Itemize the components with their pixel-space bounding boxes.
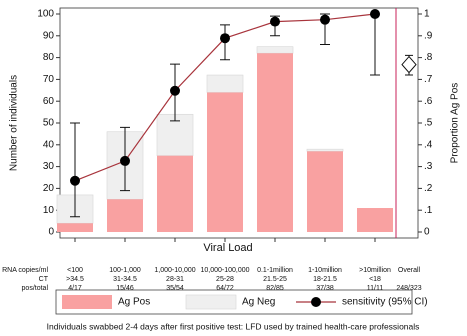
bar-ag-pos	[307, 151, 343, 232]
error-bar	[370, 13, 380, 76]
pos-total-label: 82/85	[266, 285, 284, 292]
bar-ag-neg	[306, 148, 344, 152]
y2-tick-label: .5	[424, 118, 433, 129]
y-tick-label: 40	[43, 139, 55, 150]
sensitivity-point	[120, 155, 130, 166]
ct-label: >34.5	[66, 276, 84, 283]
bar-ag-pos	[107, 199, 143, 232]
y-tick-label: 80	[43, 52, 55, 63]
y-tick-label: 30	[43, 161, 55, 172]
bar-ag-pos	[207, 92, 243, 232]
y2-tick-label: 1	[424, 9, 430, 20]
y-tick-label: 20	[43, 183, 55, 194]
y2-tick-label: .8	[424, 52, 433, 63]
sensitivity-point	[220, 33, 230, 44]
legend-label: sensitivity (95% CI)	[342, 297, 428, 308]
sensitivity-point	[320, 14, 330, 25]
legend-marker	[311, 297, 321, 307]
ct-label: <18	[369, 276, 381, 283]
sensitivity-point	[70, 175, 80, 186]
pos-total-label: 35/54	[166, 285, 184, 292]
overall-pos-total: 248/323	[396, 285, 421, 292]
y-tick-label: 60	[43, 96, 55, 107]
ct-label: 21.5-25	[263, 276, 287, 283]
row-label: RNA copies/ml	[2, 267, 48, 274]
x-axis-title: Viral Load	[203, 242, 252, 254]
bar-ag-pos	[157, 155, 193, 232]
y-tick-label: 90	[43, 30, 55, 41]
y-tick-label: 0	[48, 227, 54, 238]
overall-diamond	[401, 55, 417, 74]
y2-tick-label: .7	[424, 74, 433, 85]
y-axis-title: Number of individuals	[9, 75, 20, 171]
ct-label: 25-28	[216, 276, 234, 283]
y-tick-label: 100	[37, 9, 54, 20]
y2-tick-label: .6	[424, 96, 433, 107]
category-label: <100	[67, 267, 83, 274]
bar-ag-pos	[357, 208, 393, 232]
sensitivity-point	[270, 16, 280, 27]
bar-ag-neg	[256, 46, 294, 54]
y2-tick-label: .9	[424, 30, 433, 41]
ct-label: 18-21.5	[313, 276, 337, 283]
y-tick-label: 50	[43, 118, 55, 129]
y2-tick-label: .2	[424, 183, 433, 194]
legend-label: Ag Neg	[242, 297, 275, 308]
ct-label: 31-34.5	[113, 276, 137, 283]
category-label: 10,000-100,000	[200, 267, 249, 274]
sensitivity-point	[370, 9, 380, 19]
category-label: 0.1-1million	[257, 267, 293, 274]
bar-ag-pos	[57, 223, 93, 232]
legend-swatch	[185, 294, 237, 310]
row-label: pos/total	[22, 285, 49, 292]
y2-tick-label: .1	[424, 205, 433, 216]
y2-tick-label: .4	[424, 139, 433, 150]
legend-label: Ag Pos	[118, 297, 150, 308]
y2-tick-label: .3	[424, 161, 433, 172]
category-label: 1-10million	[308, 267, 342, 274]
bar-ag-neg	[206, 74, 244, 93]
pos-total-label: 15/46	[116, 285, 134, 292]
y2-axis-title: Proportion Ag Pos	[450, 83, 461, 164]
pos-total-label: 11/11	[367, 285, 384, 292]
y-tick-label: 70	[43, 74, 55, 85]
category-label: 1,000-10,000	[154, 267, 195, 274]
row-label: CT	[39, 276, 49, 283]
legend-swatch	[62, 295, 112, 309]
bar-ag-pos	[257, 53, 293, 232]
pos-total-label: 64/72	[216, 285, 234, 292]
y-tick-label: 10	[43, 205, 55, 216]
error-bar	[70, 122, 80, 218]
legend-box	[55, 289, 413, 315]
pos-total-label: 4/17	[68, 285, 82, 292]
overall-label: Overall	[398, 267, 421, 274]
category-label: 100-1,000	[109, 267, 141, 274]
sensitivity-point	[170, 85, 180, 96]
category-label: >10million	[359, 267, 391, 274]
caption: Individuals swabbed 2-4 days after first…	[47, 321, 420, 331]
pos-total-label: 37/38	[316, 285, 334, 292]
ct-label: 28-31	[166, 276, 184, 283]
y2-tick-label: 0	[424, 227, 430, 238]
